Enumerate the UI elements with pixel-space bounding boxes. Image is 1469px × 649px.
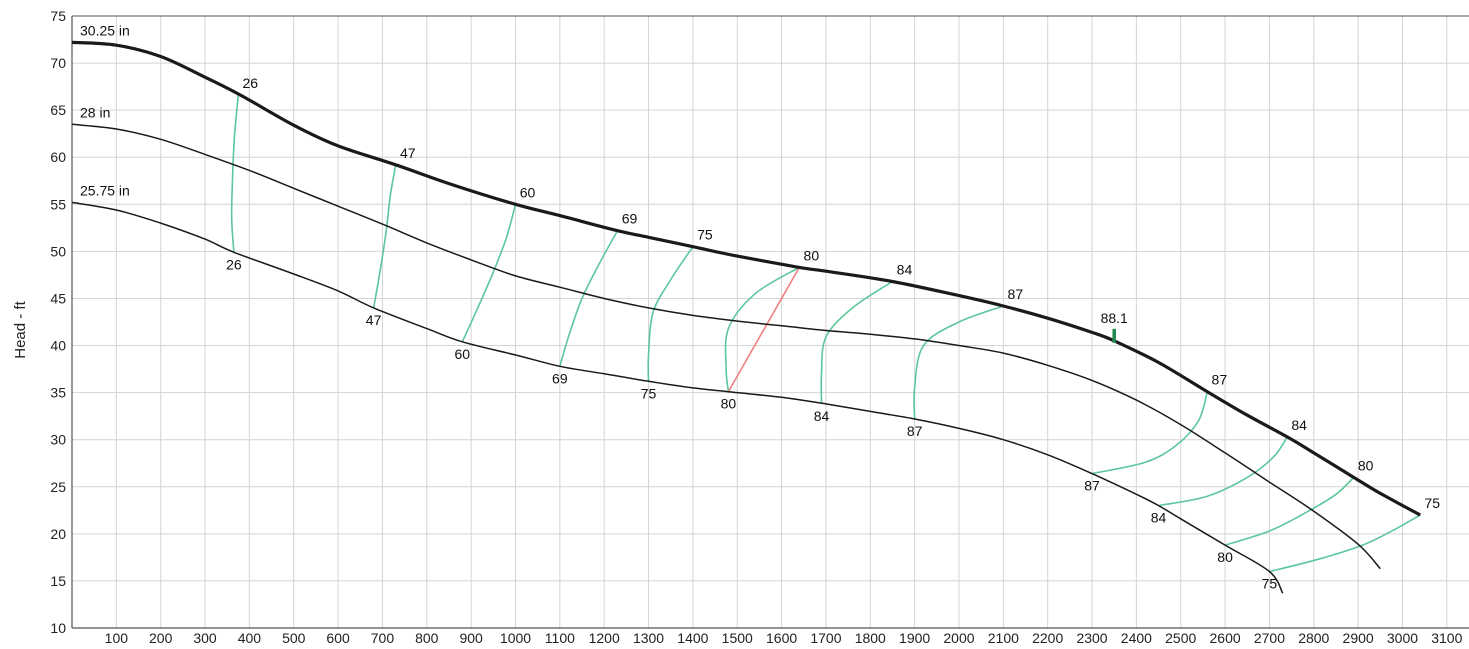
x-tick-label: 1000 [500,630,531,646]
tick-labels: 100 200 300 400 500 600 700 800 900 1000 1100 1200 1… [50,8,1462,646]
y-tick-label: 75 [50,8,66,24]
x-tick-label: 1600 [766,630,797,646]
efficiency-line-87 [913,305,1004,420]
efficiency-line-80 [724,266,800,392]
efficiency-label-high: 87 [1212,372,1228,388]
efficiency-line-87 [1091,391,1209,475]
chart-labels: 26 26 47 47 60 60 69 69 75 75 80 80 84 84 87 87 87 87 84 84… [80,22,1440,591]
efficiency-line-80 [1224,476,1355,546]
x-tick-label: 500 [282,630,306,646]
impeller-curve-label: 28 in [80,104,110,120]
efficiency-label-low: 47 [366,312,382,328]
efficiency-label-low: 87 [1084,478,1100,494]
efficiency-label-high: 47 [400,145,416,161]
y-tick-label: 15 [50,573,66,589]
impeller-curve [71,40,1421,517]
x-tick-label: 100 [105,630,129,646]
y-tick-label: 65 [50,102,66,118]
y-tick-label: 50 [50,243,66,259]
efficiency-line-75 [1269,514,1421,573]
x-tick-label: 700 [371,630,395,646]
x-tick-label: 300 [193,630,217,646]
x-tick-label: 400 [238,630,262,646]
efficiency-label-high: 84 [897,262,913,278]
efficiency-label-low: 80 [721,396,737,412]
efficiency-label-high: 69 [622,211,638,227]
bep-line [727,266,801,393]
grid [72,15,1469,629]
x-tick-label: 1100 [545,630,575,646]
x-tick-label: 1500 [722,630,753,646]
x-tick-label: 2300 [1076,630,1107,646]
x-tick-label: 2400 [1121,630,1152,646]
efficiency-label-high: 80 [1358,457,1374,473]
y-tick-label: 35 [50,385,66,401]
efficiency-label-low: 84 [814,408,830,424]
y-tick-label: 10 [50,620,66,636]
y-tick-label: 70 [50,55,66,71]
x-tick-label: 2000 [943,630,974,646]
y-tick-label: 45 [50,290,66,306]
x-tick-label: 600 [326,630,350,646]
impeller-curve [71,201,1284,594]
efficiency-line-26 [230,95,240,253]
efficiency-line-75 [647,246,694,382]
impeller-curves [71,40,1421,594]
y-tick-label: 20 [50,526,66,542]
x-tick-label: 2700 [1254,630,1285,646]
x-tick-label: 1900 [899,630,930,646]
impeller-curve-label: 25.75 in [80,182,130,198]
efficiency-label-low: 26 [226,256,242,272]
x-tick-label: 900 [459,630,483,646]
bep-line-group [727,266,801,393]
x-tick-label: 1200 [589,630,620,646]
x-tick-label: 2200 [1032,630,1063,646]
x-tick-label: 1700 [810,630,841,646]
efficiency-label-low: 75 [1262,576,1278,592]
efficiency-line-60 [461,204,517,343]
impeller-curve-label: 30.25 in [80,22,130,38]
y-axis-title: Head - ft [12,300,29,358]
x-tick-label: 200 [149,630,173,646]
x-tick-label: 800 [415,630,439,646]
x-tick-label: 2500 [1165,630,1196,646]
efficiency-label-high: 80 [804,247,820,263]
efficiency-line-69 [559,230,619,367]
impeller-curve [71,123,1381,570]
efficiency-label-high: 75 [697,227,713,243]
efficiency-label-high: 84 [1291,417,1307,433]
x-tick-label: 2100 [988,630,1019,646]
efficiency-lines [230,95,1421,573]
efficiency-label-low: 84 [1151,510,1167,526]
efficiency-line-47 [372,164,397,309]
efficiency-label-low: 75 [641,385,657,401]
x-tick-label: 1300 [633,630,664,646]
efficiency-label-high: 60 [520,184,536,200]
efficiency-label-low: 60 [454,346,470,362]
efficiency-label-low: 69 [552,370,568,386]
x-tick-label: 2900 [1343,630,1374,646]
y-tick-label: 25 [50,479,66,495]
x-tick-label: 3100 [1431,630,1462,646]
axes [71,15,1469,629]
efficiency-label-low: 87 [907,423,923,439]
y-tick-label: 55 [50,196,66,212]
efficiency-label-high: 26 [243,75,259,91]
x-tick-label: 1400 [677,630,708,646]
x-tick-label: 2800 [1298,630,1329,646]
efficiency-line-84 [1158,436,1288,507]
y-tick-label: 60 [50,149,66,165]
efficiency-label-low: 80 [1217,549,1233,565]
x-tick-label: 3000 [1387,630,1418,646]
bep-marker-label: 88.1 [1101,310,1128,326]
efficiency-label-high: 87 [1008,286,1024,302]
x-tick-label: 2600 [1210,630,1241,646]
efficiency-label-high: 75 [1424,495,1440,511]
x-tick-label: 1800 [855,630,886,646]
y-tick-label: 30 [50,432,66,448]
y-tick-label: 40 [50,338,66,354]
efficiency-line-84 [820,280,893,404]
